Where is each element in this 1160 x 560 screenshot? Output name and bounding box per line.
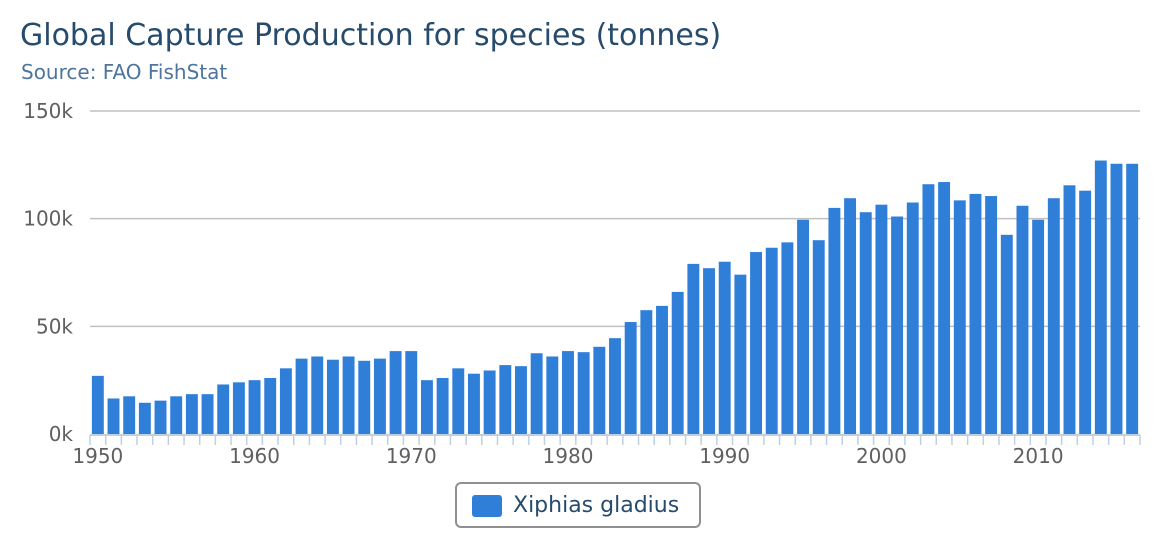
x-tick-label: 1980: [543, 444, 594, 468]
bar[interactable]: [1110, 163, 1123, 435]
bar[interactable]: [969, 193, 982, 434]
y-tick-label: 0k: [49, 422, 74, 446]
bar[interactable]: [1047, 198, 1060, 434]
bar[interactable]: [483, 370, 496, 434]
bar[interactable]: [1079, 190, 1092, 434]
y-tick-label: 100k: [23, 207, 73, 231]
bars: [91, 160, 1139, 435]
y-tick-label: 150k: [23, 99, 73, 123]
x-tick-label: 1990: [699, 444, 750, 468]
bar[interactable]: [358, 360, 371, 434]
bar[interactable]: [671, 291, 684, 434]
bar[interactable]: [170, 396, 183, 434]
bar[interactable]: [703, 268, 715, 434]
chart-title: Global Capture Production for species (t…: [20, 18, 722, 53]
bar[interactable]: [624, 322, 637, 434]
bar[interactable]: [734, 274, 747, 434]
bar[interactable]: [1063, 185, 1076, 434]
bar[interactable]: [468, 373, 480, 434]
x-tick-label: 1970: [386, 444, 437, 468]
bar[interactable]: [891, 216, 904, 434]
x-axis: 1950 1960 1970 1980 1990 2000 2010: [72, 434, 1141, 468]
bar[interactable]: [922, 184, 935, 434]
bar[interactable]: [217, 384, 230, 434]
gridlines: [90, 110, 1140, 328]
bar[interactable]: [452, 368, 465, 434]
bar[interactable]: [546, 356, 559, 434]
x-tick-label: 2010: [1013, 444, 1064, 468]
bar[interactable]: [264, 378, 277, 434]
chart-subtitle: Source: FAO FishStat: [21, 60, 228, 84]
bar[interactable]: [938, 182, 951, 434]
bar[interactable]: [562, 351, 574, 434]
y-axis-labels: 0k 50k 100k 150k: [23, 99, 73, 446]
bar[interactable]: [593, 346, 606, 434]
bar[interactable]: [609, 338, 621, 434]
legend-swatch: [472, 495, 502, 517]
bar[interactable]: [765, 247, 778, 434]
y-tick-label: 50k: [36, 314, 73, 338]
bar[interactable]: [373, 358, 386, 434]
x-tick-label: 1950: [72, 444, 123, 468]
bar[interactable]: [875, 204, 888, 434]
bar[interactable]: [530, 353, 543, 434]
bar[interactable]: [311, 356, 324, 434]
bar[interactable]: [1016, 205, 1029, 434]
x-tick-label: 2000: [856, 444, 907, 468]
bar[interactable]: [420, 380, 433, 434]
bar[interactable]: [405, 351, 418, 434]
x-tick-label: 1960: [229, 444, 280, 468]
bar[interactable]: [1000, 234, 1013, 434]
bar[interactable]: [91, 375, 104, 434]
bar[interactable]: [138, 402, 151, 434]
bar[interactable]: [248, 380, 261, 434]
bar[interactable]: [295, 358, 308, 434]
bar[interactable]: [985, 196, 998, 434]
bar[interactable]: [107, 398, 120, 434]
bar[interactable]: [1094, 160, 1107, 434]
bar[interactable]: [389, 351, 402, 434]
bar[interactable]: [906, 202, 919, 434]
bar[interactable]: [326, 359, 339, 434]
bar[interactable]: [750, 252, 762, 434]
bar[interactable]: [279, 368, 292, 434]
bar[interactable]: [154, 400, 167, 434]
bar[interactable]: [232, 382, 245, 434]
bar[interactable]: [656, 305, 668, 434]
legend-label: Xiphias gladius: [513, 493, 680, 518]
bar[interactable]: [953, 200, 966, 434]
bar-chart: 0k 50k 100k 150k 1950 1960 1970 1980 1990 2000 20…: [23, 99, 1141, 468]
bar[interactable]: [201, 394, 214, 434]
bar[interactable]: [781, 242, 794, 434]
bar[interactable]: [123, 396, 136, 434]
bar[interactable]: [515, 366, 527, 434]
bar[interactable]: [1126, 163, 1139, 435]
bar[interactable]: [859, 212, 872, 434]
bar[interactable]: [342, 356, 355, 434]
bar[interactable]: [499, 365, 512, 434]
bar[interactable]: [844, 198, 857, 434]
bar[interactable]: [718, 261, 731, 434]
bar[interactable]: [828, 207, 841, 434]
bar[interactable]: [640, 310, 653, 434]
bar[interactable]: [797, 219, 810, 434]
bar[interactable]: [687, 263, 700, 434]
bar[interactable]: [185, 394, 198, 434]
bar[interactable]: [436, 378, 449, 434]
legend[interactable]: Xiphias gladius: [455, 482, 701, 528]
bar[interactable]: [1032, 219, 1045, 434]
bar[interactable]: [577, 352, 590, 434]
bar[interactable]: [812, 240, 825, 434]
